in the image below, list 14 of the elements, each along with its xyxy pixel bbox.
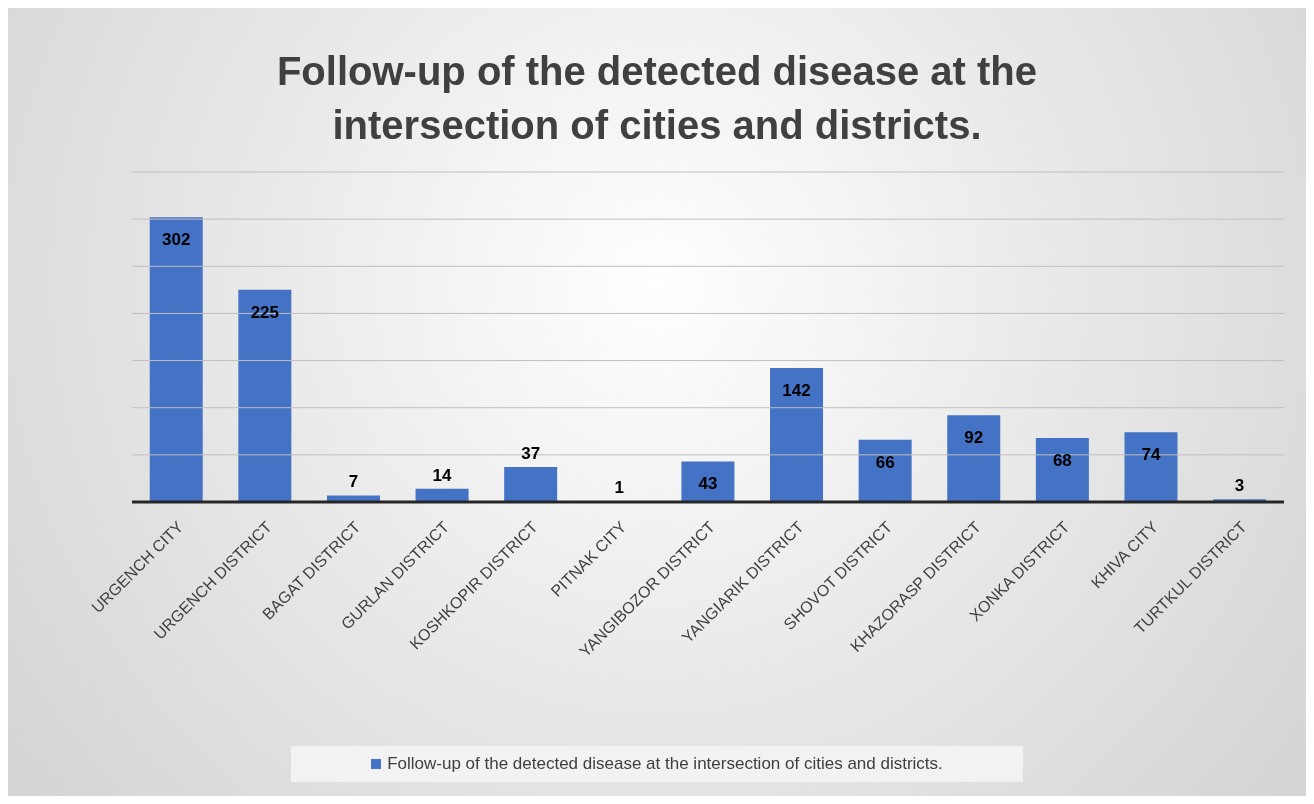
data-label: 74	[1141, 445, 1161, 465]
data-label: 14	[432, 465, 453, 485]
data-label: 92	[964, 428, 984, 448]
data-label: 7	[348, 472, 359, 492]
data-label: 1	[614, 478, 625, 498]
data-label: 68	[1052, 450, 1072, 470]
data-label: 302	[162, 230, 191, 250]
legend-label: Follow-up of the detected disease at the intersection of cities and districts.	[387, 754, 943, 774]
data-label: 3	[1234, 476, 1245, 496]
chart-title: Follow-up of the detected disease at the intersection of cities and districts.	[275, 48, 1039, 149]
data-label: 43	[698, 474, 718, 494]
data-label: 37	[521, 444, 541, 464]
data-label: 142	[782, 381, 811, 401]
data-label: 66	[875, 452, 895, 472]
